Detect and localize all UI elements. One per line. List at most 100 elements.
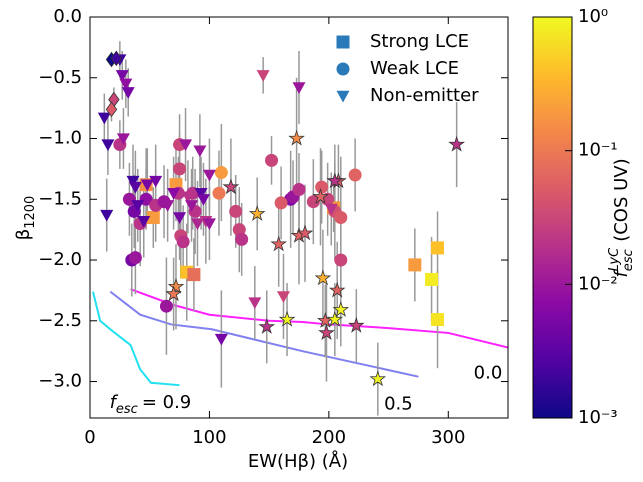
markers <box>97 50 465 387</box>
data-point <box>292 82 306 94</box>
data-point <box>334 211 348 224</box>
data-point <box>185 200 199 212</box>
data-point <box>235 232 249 246</box>
plot-frame <box>89 16 509 419</box>
data-point <box>105 101 118 118</box>
x-tick-label: 200 <box>312 427 346 448</box>
data-point <box>258 318 276 334</box>
cb-label-text: (COS UV) <box>611 158 632 241</box>
data-point <box>276 291 290 303</box>
y-label-base: β <box>13 229 34 241</box>
colorbar-label: fescLyC (COS UV) <box>607 158 636 277</box>
data-point <box>97 112 111 125</box>
x-tick-label: 0 <box>84 427 95 448</box>
cb-label-sub: esc <box>621 249 636 271</box>
y-tick-label: 0.0 <box>53 6 82 27</box>
data-point <box>100 209 114 222</box>
data-point <box>176 235 190 249</box>
plot-area <box>92 41 508 416</box>
data-point <box>202 169 216 182</box>
data-point <box>274 196 288 210</box>
data-point <box>161 200 175 212</box>
data-point <box>173 162 187 176</box>
data-point <box>181 191 195 204</box>
data-point <box>425 272 439 286</box>
legend-label: Weak LCE <box>370 58 459 79</box>
data-point <box>214 333 228 346</box>
curve-label-var: f <box>110 392 119 413</box>
y-label-sub: 1200 <box>23 196 38 229</box>
data-point <box>194 187 208 200</box>
cb-label-base: f <box>611 269 632 278</box>
data-point <box>270 235 288 252</box>
data-point <box>140 179 154 192</box>
data-point <box>179 139 193 152</box>
data-point <box>312 188 329 204</box>
data-point <box>408 258 422 272</box>
data-point <box>222 178 240 195</box>
data-point <box>128 181 142 194</box>
data-point <box>212 186 226 200</box>
y-tick-label: −1.5 <box>38 188 82 209</box>
model-curve <box>130 288 508 349</box>
y-tick-label: −0.5 <box>38 67 82 88</box>
data-point <box>187 268 201 282</box>
data-point <box>292 183 306 197</box>
data-point <box>332 301 350 317</box>
colorbar <box>532 16 573 419</box>
data-point <box>326 310 344 327</box>
data-point <box>232 223 246 237</box>
data-point <box>324 203 338 216</box>
data-point <box>159 299 173 313</box>
data-point <box>165 285 182 302</box>
data-point <box>146 211 160 224</box>
data-point <box>202 218 216 231</box>
colorbar-tick-label: 10⁻¹ <box>578 140 618 161</box>
data-point <box>116 133 130 146</box>
x-tick-label: 300 <box>431 427 465 448</box>
y-tick-label: −3.0 <box>38 371 82 392</box>
y-tick-label: −2.5 <box>38 310 82 331</box>
data-point <box>101 139 115 152</box>
data-point <box>314 269 332 286</box>
data-point <box>248 205 266 221</box>
data-point <box>431 313 445 327</box>
data-point <box>115 70 129 82</box>
data-point <box>128 251 142 265</box>
data-point <box>306 195 320 209</box>
colorbar-tick-label: 10⁻³ <box>578 407 618 428</box>
legend-marker <box>336 35 350 49</box>
legend-marker <box>336 90 350 103</box>
curve-label-sub: esc <box>116 402 138 417</box>
curve-label-text: = 0.9 <box>142 392 191 413</box>
data-point <box>326 172 344 189</box>
data-point <box>149 175 163 188</box>
data-point <box>193 145 207 158</box>
x-axis-label: EW(Hβ) (Å) <box>248 450 348 472</box>
data-point <box>173 212 187 224</box>
data-point <box>121 87 135 99</box>
data-point <box>334 253 348 267</box>
data-point <box>167 187 181 200</box>
data-point <box>296 224 314 241</box>
model-curve <box>109 290 419 378</box>
data-point <box>256 70 270 82</box>
cb-label-sup: LyC <box>607 247 622 271</box>
data-point <box>110 50 122 67</box>
legend-marker <box>336 62 350 76</box>
data-point <box>126 175 140 188</box>
legend-label: Strong LCE <box>370 31 469 52</box>
data-point <box>315 180 329 194</box>
data-point <box>328 281 346 298</box>
model-curve <box>92 291 180 387</box>
data-point <box>288 129 305 146</box>
legend-label: Non-emitter <box>370 85 479 106</box>
data-point <box>431 241 445 255</box>
colorbar-tick-label: 10⁻² <box>578 273 618 294</box>
data-point <box>348 316 365 333</box>
data-point <box>265 153 279 167</box>
data-point <box>196 194 210 206</box>
data-point <box>318 324 335 341</box>
data-point <box>229 204 243 218</box>
y-tick-label: −2.0 <box>38 249 82 270</box>
